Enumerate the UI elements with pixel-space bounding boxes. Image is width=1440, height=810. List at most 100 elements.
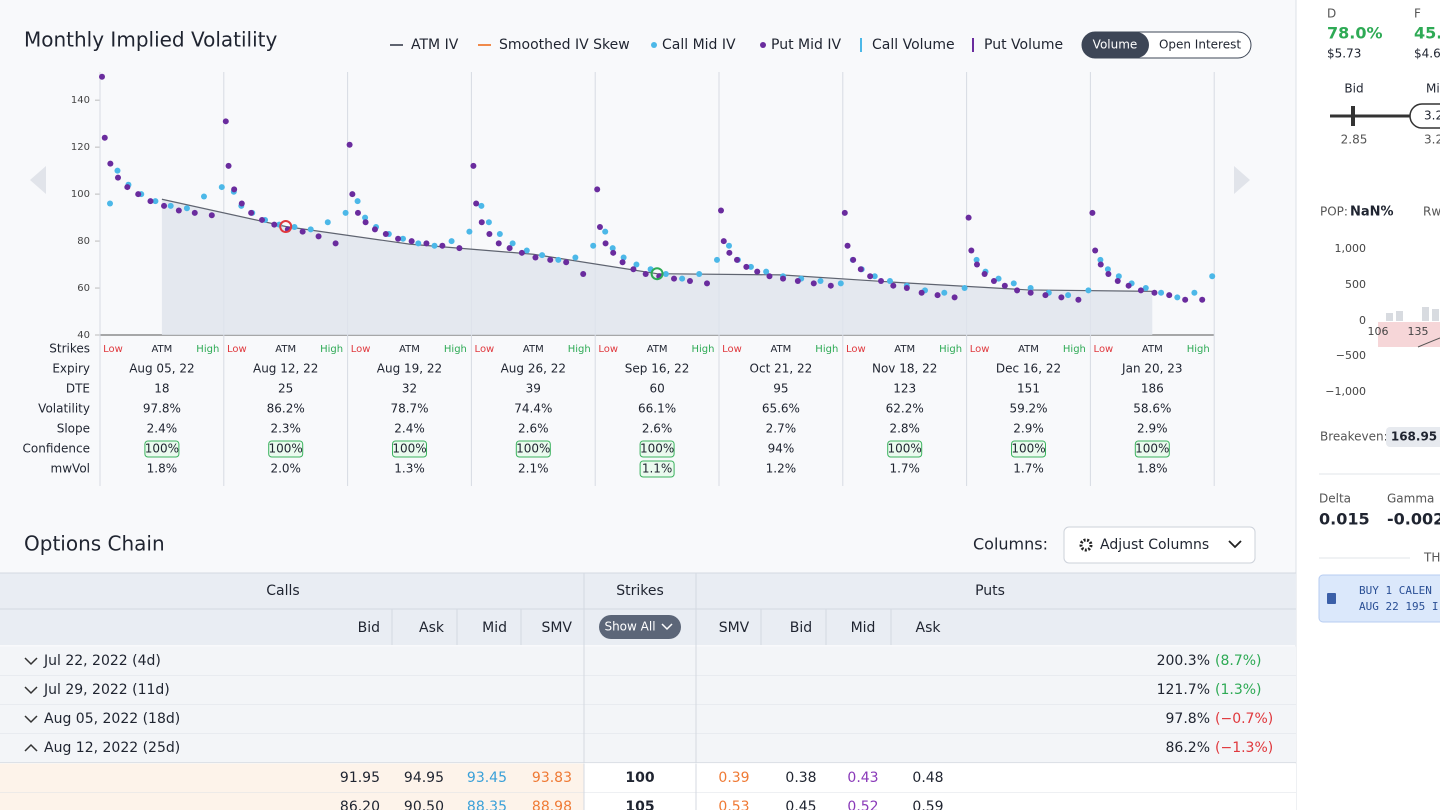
leg-label: D (1327, 7, 1336, 21)
call-iv-point (496, 231, 503, 238)
strike-label: High (320, 344, 343, 355)
put-iv-point (248, 209, 255, 216)
put-iv-point (1097, 261, 1104, 268)
put-iv-point (346, 141, 353, 148)
put-iv-point (354, 209, 361, 216)
put-iv-point (225, 162, 232, 169)
put-iv-point (161, 202, 168, 209)
strike-label: ATM (894, 344, 915, 355)
confidence-box (392, 440, 427, 458)
leg-iv: 45.7 (1414, 24, 1440, 43)
volatility: 58.6% (1133, 402, 1171, 416)
expiration-row[interactable] (0, 675, 1296, 705)
pop-label: POP: (1320, 205, 1348, 219)
put-iv-point (478, 219, 485, 226)
strike-cell: 100 (625, 770, 654, 786)
chart-title: Monthly Implied Volatility (24, 28, 278, 52)
call-iv-point (961, 285, 968, 292)
mid-value: 3.2 (1424, 133, 1440, 147)
put-iv-point (124, 184, 131, 191)
show-all-button[interactable] (599, 615, 681, 639)
legend-label: Call Volume (872, 37, 955, 53)
strike-label: High (1187, 344, 1210, 355)
row-label: Expiry (52, 362, 90, 376)
call-iv-point (362, 214, 369, 221)
order-box[interactable] (1318, 574, 1440, 623)
strike-label: Low (227, 344, 247, 355)
put-iv-point (175, 207, 182, 214)
put-iv-point (299, 228, 306, 235)
next-arrow[interactable] (1234, 166, 1250, 194)
volatility: 65.6% (762, 402, 800, 416)
expiration-change: (−0.7%) (1215, 711, 1273, 727)
volatility: 62.2% (886, 402, 924, 416)
leg-price: $5.73 (1327, 47, 1361, 61)
call-cell-bg (0, 792, 584, 810)
mwvol: 1.8% (147, 462, 178, 476)
adjust-button[interactable] (1063, 526, 1256, 564)
col-header: Ask (916, 620, 942, 636)
toggle-option[interactable]: Open Interest (1159, 38, 1241, 52)
expiration-row[interactable] (0, 646, 1296, 676)
strike-label: High (444, 344, 467, 355)
put-iv-point (718, 207, 724, 214)
payoff-tick: 1,000 (1335, 242, 1367, 255)
call-cell: 94.95 (404, 770, 444, 786)
call-iv-point (539, 252, 546, 259)
call-iv-point (1097, 256, 1104, 263)
strike-label: ATM (647, 344, 668, 355)
group-header: Puts (975, 583, 1005, 599)
strike-label: Low (970, 344, 990, 355)
toggle-active[interactable] (1082, 32, 1149, 58)
call-cell: 93.45 (467, 770, 507, 786)
put-iv-point (630, 266, 637, 273)
toggle-option[interactable]: Volume (1093, 38, 1138, 52)
payoff-loss (1378, 322, 1440, 347)
strike-label: ATM (275, 344, 296, 355)
payoff-bar (1422, 307, 1429, 321)
expiration-label[interactable]: Aug 05, 2022 (18d) (44, 711, 180, 727)
prev-arrow[interactable] (30, 166, 46, 194)
put-iv-point (844, 242, 851, 249)
call-iv-point (466, 228, 473, 235)
put-iv-point (1125, 282, 1132, 289)
put-iv-point (395, 235, 402, 242)
expiration-label[interactable]: Jul 22, 2022 (4d) (43, 653, 161, 669)
confidence: 100% (145, 442, 179, 456)
strike-label: High (815, 344, 838, 355)
payoff-tick: −1,000 (1325, 385, 1366, 398)
expiration-row[interactable] (0, 733, 1296, 763)
breakeven-value: 168.95 (1391, 430, 1437, 444)
put-iv-point (733, 256, 740, 263)
slope: 2.6% (642, 422, 673, 436)
put-iv-point (602, 240, 609, 247)
y-tick-label: 80 (77, 236, 90, 247)
call-iv-point (620, 254, 627, 261)
expiration-row[interactable] (0, 704, 1296, 734)
put-iv-point (794, 277, 801, 284)
atm-area (161, 199, 1153, 335)
show-all-label[interactable]: Show All (604, 620, 655, 634)
call-iv-point (478, 202, 485, 209)
payoff-strike: 106 (1368, 325, 1389, 338)
breakeven-box (1386, 427, 1440, 447)
confidence: 100% (516, 442, 550, 456)
put-iv-point (349, 191, 356, 198)
put-iv-point (580, 270, 587, 277)
put-iv-point (315, 233, 322, 240)
expiration-iv: 86.2% (1166, 740, 1210, 756)
put-iv-point (1182, 296, 1189, 303)
call-iv-point (714, 256, 720, 263)
put-cell: 0.43 (847, 770, 878, 786)
mwvol: 1.7% (889, 462, 920, 476)
expiration-label[interactable]: Aug 12, 2022 (25d) (44, 740, 180, 756)
expiration-label[interactable]: Jul 29, 2022 (11d) (43, 682, 170, 698)
adjust-button-label[interactable]: Adjust Columns (1100, 537, 1209, 553)
put-iv-point (1137, 287, 1144, 294)
strike-label: Low (351, 344, 371, 355)
col-header: Ask (419, 620, 445, 636)
dte: 151 (1017, 382, 1040, 396)
put-iv-point (726, 249, 733, 256)
put-iv-point (332, 240, 339, 247)
slider-knob[interactable] (1351, 106, 1355, 126)
